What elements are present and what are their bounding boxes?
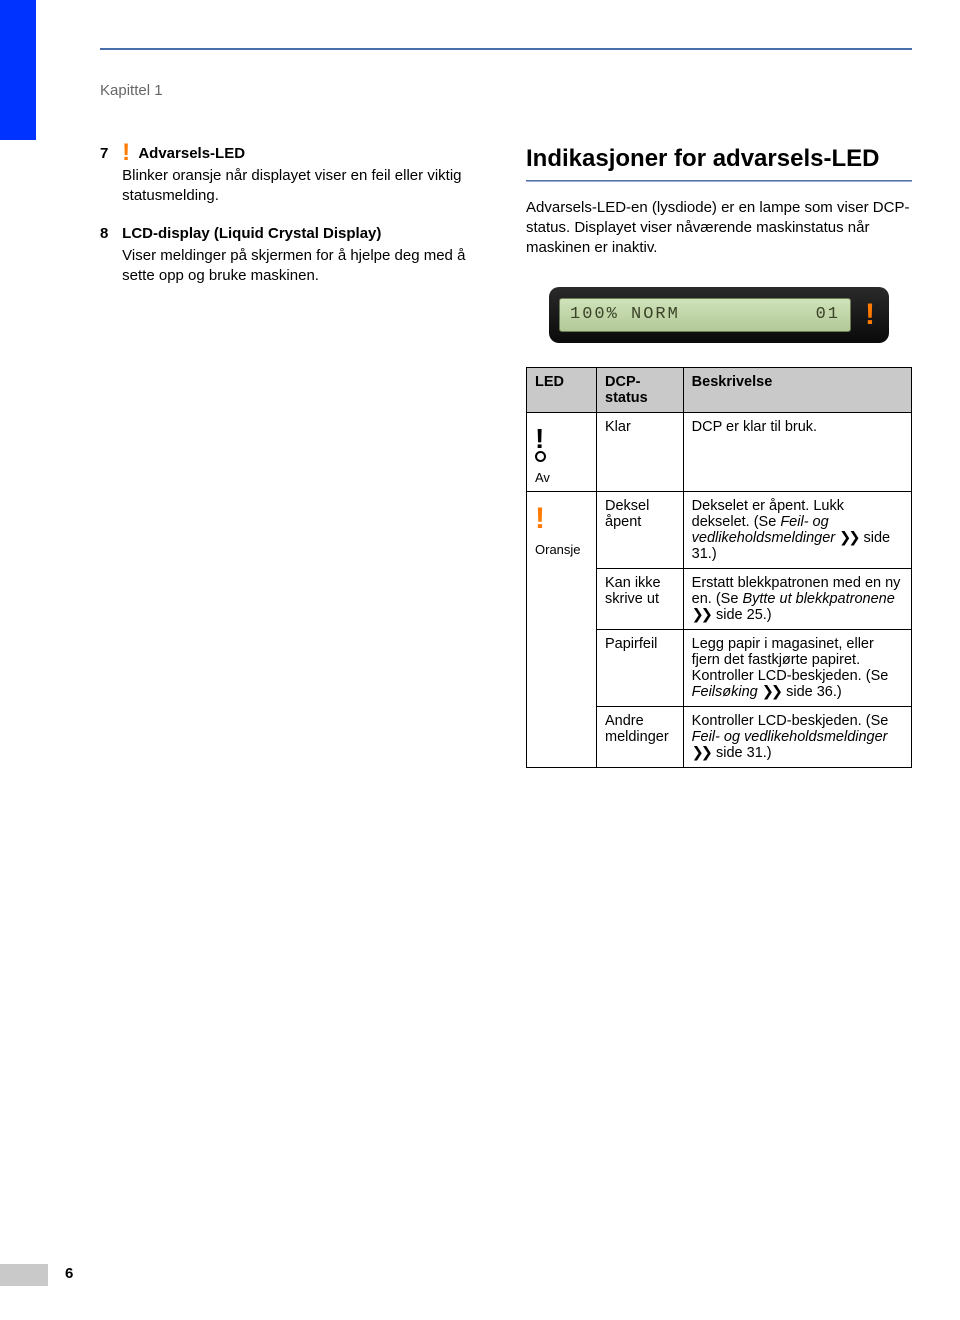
left-column: 7 ! Advarsels-LED Blinker oransje når di… [100, 145, 486, 768]
led-status-table: LED DCP-status Beskrivelse ! Av Klar DCP… [526, 367, 912, 768]
right-column: Indikasjoner for advarsels-LED Advarsels… [526, 145, 912, 768]
led-off-cell: ! Av [527, 412, 597, 491]
led-off-label: Av [535, 470, 588, 485]
lcd-text-left: 100% NORM [570, 305, 680, 324]
status-cell: Klar [597, 412, 684, 491]
footer-grey-tab [0, 1264, 48, 1286]
desc-cell: DCP er klar til bruk. [683, 412, 911, 491]
status-cell: Kan ikke skrive ut [597, 568, 684, 629]
lcd-illustration: 100% NORM 01 ! [526, 287, 912, 343]
heading-rule [526, 180, 912, 182]
section-heading: Indikasjoner for advarsels-LED [526, 145, 912, 174]
list-item-8: 8 LCD-display (Liquid Crystal Display) V… [100, 225, 486, 287]
warning-led-icon: ! [865, 300, 879, 330]
item-title: Advarsels-LED [138, 145, 245, 162]
content-area: 7 ! Advarsels-LED Blinker oransje når di… [100, 145, 912, 768]
led-off-icon: ! [535, 425, 546, 462]
item-number: 7 [100, 145, 118, 162]
page-number: 6 [65, 1265, 73, 1282]
side-blue-tab [0, 0, 36, 140]
top-rule [100, 48, 912, 50]
lcd-screen: 100% NORM 01 [559, 298, 851, 332]
desc-cell: Legg papir i magasinet, eller fjern det … [683, 629, 911, 706]
lcd-device: 100% NORM 01 ! [549, 287, 889, 343]
desc-cell: Erstatt blekkpatronen med en ny en. (Se … [683, 568, 911, 629]
th-led: LED [527, 367, 597, 412]
th-desc: Beskrivelse [683, 367, 911, 412]
desc-cell: Dekselet er åpent. Lukk dekselet. (Se Fe… [683, 491, 911, 568]
table-row: ! Av Klar DCP er klar til bruk. [527, 412, 912, 491]
item-desc: Blinker oransje når displayet viser en f… [122, 166, 484, 207]
intro-paragraph: Advarsels-LED-en (lysdiode) er en lampe … [526, 198, 912, 259]
list-item-7: 7 ! Advarsels-LED Blinker oransje når di… [100, 145, 486, 207]
status-cell: Andre meldinger [597, 706, 684, 767]
th-status: DCP-status [597, 367, 684, 412]
desc-cell: Kontroller LCD-beskjeden. (Se Feil- og v… [683, 706, 911, 767]
lcd-text-right: 01 [816, 305, 840, 324]
item-number: 8 [100, 225, 118, 242]
status-cell: Papirfeil [597, 629, 684, 706]
item-title: LCD-display (Liquid Crystal Display) [122, 225, 381, 242]
led-orange-cell: ! Oransje [527, 491, 597, 767]
warning-icon: ! [122, 145, 130, 161]
led-orange-icon: ! [535, 504, 545, 534]
status-cell: Deksel åpent [597, 491, 684, 568]
led-orange-label: Oransje [535, 542, 588, 557]
chapter-label: Kapittel 1 [100, 82, 163, 99]
table-row: ! Oransje Deksel åpent Dekselet er åpent… [527, 491, 912, 568]
table-header-row: LED DCP-status Beskrivelse [527, 367, 912, 412]
item-desc: Viser meldinger på skjermen for å hjelpe… [122, 246, 484, 287]
